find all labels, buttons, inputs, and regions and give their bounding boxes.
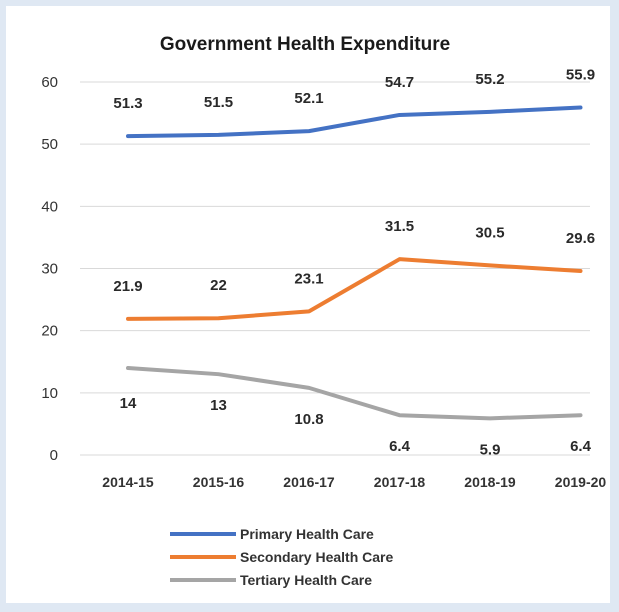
data-label: 55.2 xyxy=(475,71,504,88)
data-label: 51.5 xyxy=(204,94,233,111)
data-label: 21.9 xyxy=(113,278,142,295)
data-label: 10.8 xyxy=(294,411,323,428)
data-label: 22 xyxy=(210,277,227,294)
y-axis-ticks: 0 10 20 30 40 50 60 xyxy=(41,74,58,464)
chart-card xyxy=(6,6,610,603)
data-label: 54.7 xyxy=(385,74,414,91)
x-tick-label: 2015-16 xyxy=(193,474,245,490)
chart-title: Government Health Expenditure xyxy=(160,34,450,55)
data-label: 14 xyxy=(120,395,137,412)
x-tick-label: 2014-15 xyxy=(102,474,154,490)
data-label: 51.3 xyxy=(113,95,142,112)
x-tick-label: 2017-18 xyxy=(374,474,426,490)
data-label: 6.4 xyxy=(570,438,592,455)
series-line xyxy=(126,257,583,321)
legend-label: Secondary Health Care xyxy=(240,549,393,565)
data-label: 55.9 xyxy=(566,66,595,83)
data-labels: 51.3 51.5 52.1 54.7 55.2 55.9 21.9 22 23.1 31.5 30… xyxy=(113,66,595,458)
y-tick-label: 60 xyxy=(41,74,58,91)
data-label: 5.9 xyxy=(480,441,501,458)
data-label: 23.1 xyxy=(294,270,323,287)
y-tick-label: 10 xyxy=(41,385,58,402)
gridlines xyxy=(80,81,590,456)
data-label: 29.6 xyxy=(566,230,595,247)
y-tick-label: 20 xyxy=(41,323,58,340)
legend: Primary Health Care Secondary Health Care… xyxy=(170,526,393,588)
x-tick-label: 2019-20 xyxy=(555,474,607,490)
series-line xyxy=(126,105,583,139)
series-lines xyxy=(126,105,583,421)
y-tick-label: 50 xyxy=(41,136,58,153)
legend-label: Primary Health Care xyxy=(240,526,374,542)
y-tick-label: 30 xyxy=(41,261,58,278)
series-line xyxy=(126,365,583,421)
x-tick-label: 2016-17 xyxy=(283,474,335,490)
legend-label: Tertiary Health Care xyxy=(240,572,372,588)
x-axis-ticks: 2014-15 2015-16 2016-17 2017-18 2018-19 2019-… xyxy=(102,474,606,490)
x-tick-label: 2018-19 xyxy=(464,474,516,490)
data-label: 31.5 xyxy=(385,218,414,235)
y-tick-label: 40 xyxy=(41,198,58,215)
data-label: 6.4 xyxy=(389,438,411,455)
data-label: 13 xyxy=(210,397,227,414)
data-label: 52.1 xyxy=(294,90,323,107)
y-tick-label: 0 xyxy=(50,447,58,464)
data-label: 30.5 xyxy=(475,224,504,241)
